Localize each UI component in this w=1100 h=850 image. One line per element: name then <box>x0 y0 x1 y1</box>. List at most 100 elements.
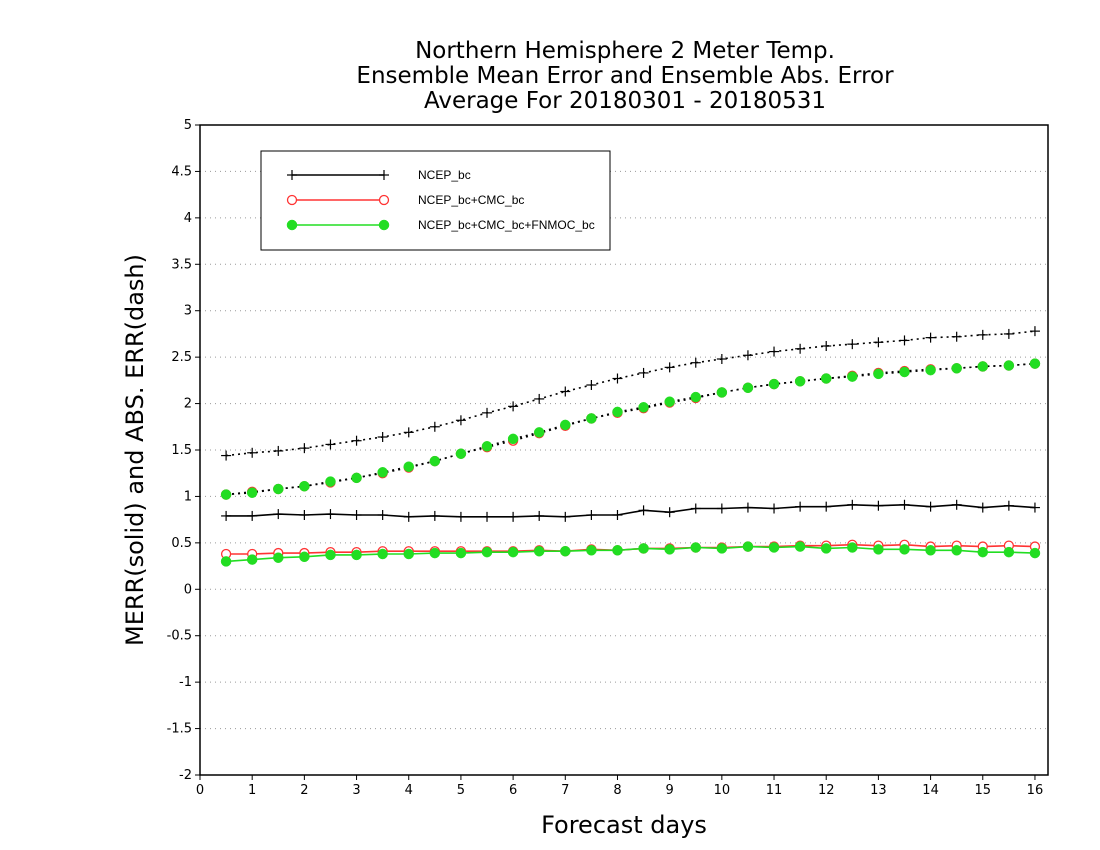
data-point <box>1003 546 1015 558</box>
x-tick-label: 2 <box>300 783 308 798</box>
data-point <box>1029 547 1041 559</box>
data-point <box>403 511 414 522</box>
data-point <box>821 341 832 351</box>
series-lines <box>220 326 1041 567</box>
x-tick-label: 15 <box>974 783 991 798</box>
data-point <box>377 432 388 442</box>
data-point <box>325 509 336 520</box>
data-point <box>351 472 362 484</box>
data-point <box>533 427 545 438</box>
data-point <box>925 545 936 556</box>
data-point <box>533 545 545 557</box>
data-point <box>769 346 780 357</box>
data-point <box>873 500 884 511</box>
data-point <box>847 542 858 553</box>
y-tick-label: -1.5 <box>167 722 192 737</box>
data-point <box>247 447 258 458</box>
data-point <box>769 503 780 514</box>
data-point <box>351 549 362 561</box>
data-point <box>273 509 284 520</box>
data-point <box>768 542 780 553</box>
y-tick-label: 0.5 <box>171 536 192 551</box>
data-point <box>951 363 962 374</box>
data-point <box>742 382 754 394</box>
data-point <box>273 445 284 456</box>
data-point <box>794 376 806 387</box>
data-point <box>299 510 310 520</box>
data-point <box>273 483 284 495</box>
series-ncep-bc-cmc-bc-dash <box>220 358 1041 500</box>
data-point <box>560 419 571 431</box>
y-tick-label: 3.5 <box>171 257 192 272</box>
data-point <box>612 545 623 556</box>
x-tick-label: 5 <box>457 783 465 798</box>
y-tick-label: 1.5 <box>171 443 192 458</box>
data-point <box>1003 500 1014 511</box>
legend-marker <box>379 170 389 180</box>
data-point <box>690 357 701 368</box>
y-tick-label: 1 <box>184 489 192 504</box>
legend-label: NCEP_bc <box>418 168 471 182</box>
data-point <box>299 551 310 563</box>
data-point <box>795 501 806 512</box>
data-point <box>638 505 649 516</box>
data-point <box>899 499 910 510</box>
x-tick-label: 12 <box>818 783 835 798</box>
data-point <box>429 421 440 432</box>
series-ncep-bc-dash <box>221 326 1040 461</box>
data-point <box>377 510 388 520</box>
x-tick-label: 11 <box>766 783 783 798</box>
data-point <box>951 331 962 342</box>
data-point <box>1003 328 1014 339</box>
data-point <box>873 368 884 380</box>
data-point <box>951 545 962 556</box>
data-point <box>977 329 988 340</box>
data-point <box>664 544 675 555</box>
legend-label: NCEP_bc+CMC_bc+FNMOC_bc <box>418 218 595 232</box>
data-point <box>847 499 858 510</box>
data-point <box>1029 358 1041 369</box>
data-point <box>977 502 988 513</box>
data-point <box>481 441 493 452</box>
data-point <box>795 343 806 354</box>
data-point <box>325 439 336 450</box>
data-point <box>325 476 336 487</box>
data-point <box>455 448 467 459</box>
data-point <box>847 339 858 350</box>
series-line <box>226 545 1035 563</box>
x-axis-label: Forecast days <box>541 811 707 839</box>
data-point <box>403 427 414 438</box>
data-point <box>716 503 727 514</box>
legend-marker <box>378 194 390 206</box>
data-point <box>899 544 910 555</box>
data-point <box>507 546 519 558</box>
data-point <box>820 373 832 384</box>
data-point <box>977 546 989 558</box>
x-tick-label: 4 <box>405 783 413 798</box>
legend-item: NCEP_bc+CMC_bc <box>286 193 524 207</box>
title-line: Northern Hemisphere 2 Meter Temp. <box>415 38 835 64</box>
data-point <box>612 406 623 418</box>
y-tick-label: -0.5 <box>167 629 192 644</box>
data-point <box>481 546 493 558</box>
legend-item: NCEP_bc+CMC_bc+FNMOC_bc <box>286 218 595 232</box>
data-point <box>925 332 936 343</box>
legend-marker <box>286 219 298 231</box>
x-tick-label: 9 <box>666 783 674 798</box>
x-tick-label: 0 <box>196 783 204 798</box>
data-point <box>716 387 728 398</box>
legend-item: NCEP_bc <box>287 168 471 182</box>
legend-marker <box>287 170 297 180</box>
data-point <box>351 435 362 446</box>
data-point <box>560 511 571 522</box>
legend-marker <box>378 219 390 231</box>
data-point <box>690 503 701 514</box>
series-ncep-bc-cmc-bc-fnmoc-bc-dash <box>220 358 1041 500</box>
data-point <box>768 378 780 390</box>
data-point <box>977 361 989 372</box>
data-point <box>716 543 728 554</box>
data-point <box>247 510 258 521</box>
data-point <box>429 547 441 559</box>
legend: NCEP_bc NCEP_bc+CMC_bc NCEP_bc+CMC_bc+FNMO… <box>260 150 611 251</box>
data-point <box>820 543 832 554</box>
